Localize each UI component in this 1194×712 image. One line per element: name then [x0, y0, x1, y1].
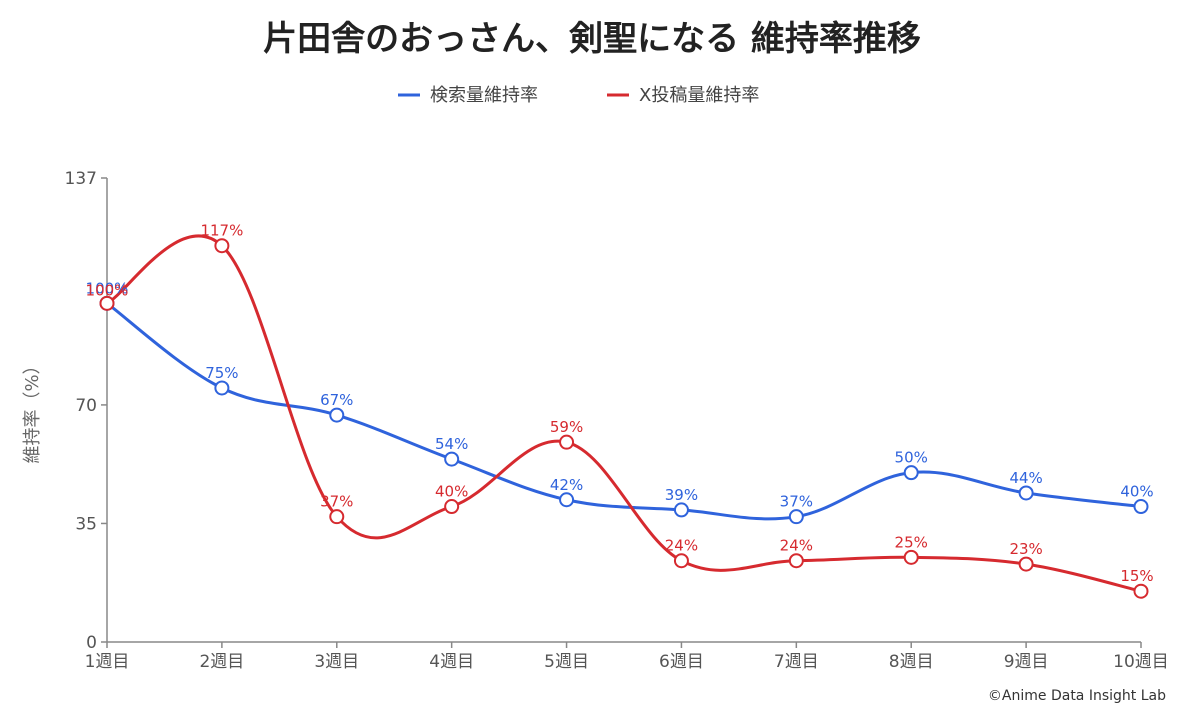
- data-label: 54%: [435, 435, 468, 453]
- x-tick-label: 10週目: [1113, 652, 1169, 672]
- data-label: 39%: [665, 486, 698, 504]
- data-point: [1018, 556, 1034, 572]
- legend-label: 検索量維持率: [430, 85, 538, 106]
- data-point: [1133, 583, 1149, 599]
- data-point: [214, 380, 230, 396]
- y-axis-title: 維持率（%）: [22, 356, 43, 463]
- axes: 0 35 70 137 1週目 2週目 3週目 4週目 5週目 6週目 7週目 8週目 9週目 10週目: [65, 169, 1169, 672]
- y-ticks: 0 35 70 137: [65, 169, 107, 653]
- y-tick-label: 35: [75, 514, 97, 534]
- data-point: [444, 451, 460, 467]
- data-label: 40%: [1120, 483, 1153, 501]
- data-label: 23%: [1009, 540, 1042, 558]
- data-point: [673, 553, 689, 569]
- data-label: 67%: [320, 391, 353, 409]
- data-point: [903, 549, 919, 565]
- series-line: [106, 302, 1142, 521]
- data-label: 75%: [205, 364, 238, 382]
- data-point: [99, 295, 115, 311]
- data-labels: 100%75%67%54%42%39% 37%50%44%40%100%117%3…: [86, 222, 1154, 585]
- data-point: [1133, 499, 1149, 515]
- x-tick-label: 5週目: [544, 652, 589, 672]
- x-tick-label: 9週目: [1004, 652, 1049, 672]
- x-ticks: 1週目 2週目 3週目 4週目 5週目 6週目 7週目 8週目 9週目 10週目: [85, 642, 1169, 672]
- data-label: 100%: [86, 281, 129, 299]
- data-label: 24%: [780, 537, 813, 555]
- data-point: [903, 465, 919, 481]
- data-label: 117%: [200, 222, 243, 240]
- data-label: 44%: [1009, 469, 1042, 487]
- data-point: [214, 238, 230, 254]
- series-x-posts: [99, 234, 1149, 599]
- data-label: 25%: [895, 533, 928, 551]
- data-label: 40%: [435, 483, 468, 501]
- data-point: [329, 509, 345, 525]
- x-tick-label: 2週目: [199, 652, 244, 672]
- series-line: [106, 234, 1142, 593]
- y-tick-label: 0: [86, 633, 97, 653]
- x-tick-label: 8週目: [889, 652, 934, 672]
- y-tick-label: 70: [75, 396, 97, 416]
- data-point: [1018, 485, 1034, 501]
- data-label: 42%: [550, 476, 583, 494]
- series-layer: [99, 234, 1149, 599]
- x-tick-label: 7週目: [774, 652, 819, 672]
- credit-text: ©Anime Data Insight Lab: [988, 688, 1166, 704]
- data-point: [329, 407, 345, 423]
- legend: 検索量維持率 X投稿量維持率: [398, 85, 759, 106]
- y-tick-label: 137: [65, 169, 97, 189]
- data-label: 100%: [86, 279, 129, 297]
- x-tick-label: 1週目: [85, 652, 130, 672]
- data-label: 37%: [320, 493, 353, 511]
- series-search-volume: [99, 295, 1149, 525]
- data-point: [788, 553, 804, 569]
- data-label: 59%: [550, 418, 583, 436]
- x-tick-label: 3週目: [314, 652, 359, 672]
- data-label: 50%: [895, 449, 928, 467]
- chart-title: 片田舎のおっさん、剣聖になる 維持率推移: [263, 19, 921, 59]
- data-point: [444, 499, 460, 515]
- legend-label: X投稿量維持率: [639, 85, 759, 106]
- data-point: [788, 509, 804, 525]
- x-tick-label: 6週目: [659, 652, 704, 672]
- x-tick-label: 4週目: [429, 652, 474, 672]
- data-point: [559, 492, 575, 508]
- data-label: 37%: [780, 493, 813, 511]
- data-point: [673, 502, 689, 518]
- data-label: 15%: [1120, 567, 1153, 585]
- data-label: 24%: [665, 537, 698, 555]
- data-point: [559, 434, 575, 450]
